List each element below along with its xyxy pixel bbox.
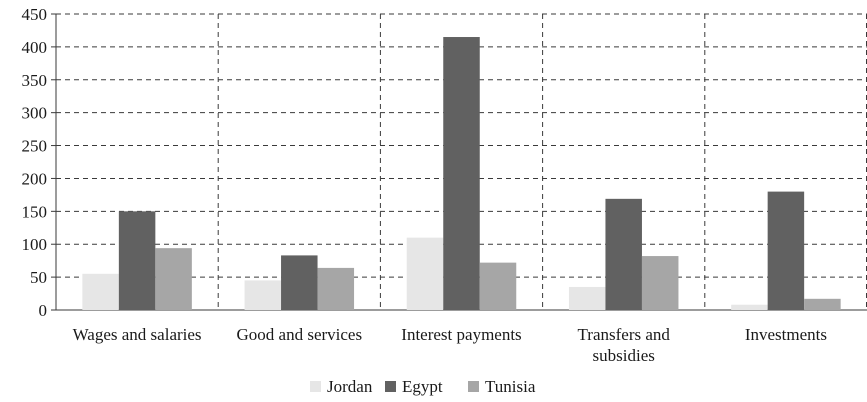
y-tick-label: 250 xyxy=(22,137,48,156)
category-label: Investments xyxy=(745,325,827,344)
legend-swatch-jordan xyxy=(310,381,321,392)
bar-tunisia xyxy=(479,262,517,310)
bars xyxy=(82,37,841,311)
y-tick-label: 300 xyxy=(22,104,48,123)
bar-jordan xyxy=(82,273,119,310)
legend-swatch-egypt xyxy=(385,381,396,392)
y-tick-labels: 0 50 100 150 200 250 300 350 400 450 xyxy=(22,5,48,320)
category-label: subsidies xyxy=(593,346,655,365)
y-tick-label: 50 xyxy=(30,268,47,287)
y-tick-label: 400 xyxy=(22,38,48,57)
y-tick-label: 200 xyxy=(22,169,48,188)
y-tick-label: 150 xyxy=(22,202,48,221)
bar-tunisia xyxy=(641,256,679,310)
bar-jordan xyxy=(731,304,768,310)
y-tick-label: 100 xyxy=(22,235,48,254)
y-tick-label: 450 xyxy=(22,5,48,24)
category-label: Interest payments xyxy=(401,325,521,344)
bar-egypt xyxy=(767,191,805,310)
legend: Jordan Egypt Tunisia xyxy=(310,377,536,396)
bar-jordan xyxy=(406,237,444,310)
bar-jordan xyxy=(568,286,606,310)
category-label: Good and services xyxy=(237,325,363,344)
legend-label-egypt: Egypt xyxy=(402,377,443,396)
legend-label-jordan: Jordan xyxy=(327,377,373,396)
y-tick-label: 0 xyxy=(39,301,48,320)
bar-tunisia xyxy=(804,298,841,310)
bar-egypt xyxy=(605,198,642,310)
bar-egypt xyxy=(118,211,156,310)
bar-egypt xyxy=(281,255,318,310)
bar-tunisia xyxy=(317,267,355,310)
bar-egypt xyxy=(443,37,480,311)
legend-swatch-tunisia xyxy=(468,381,479,392)
category-label: Wages and salaries xyxy=(73,325,202,344)
legend-label-tunisia: Tunisia xyxy=(485,377,536,396)
y-tick-label: 350 xyxy=(22,71,48,90)
category-labels: Wages and salaries Good and services Inter… xyxy=(73,325,827,365)
bar-jordan xyxy=(244,280,282,310)
category-label: Transfers and xyxy=(578,325,671,344)
bar-tunisia xyxy=(155,248,192,310)
